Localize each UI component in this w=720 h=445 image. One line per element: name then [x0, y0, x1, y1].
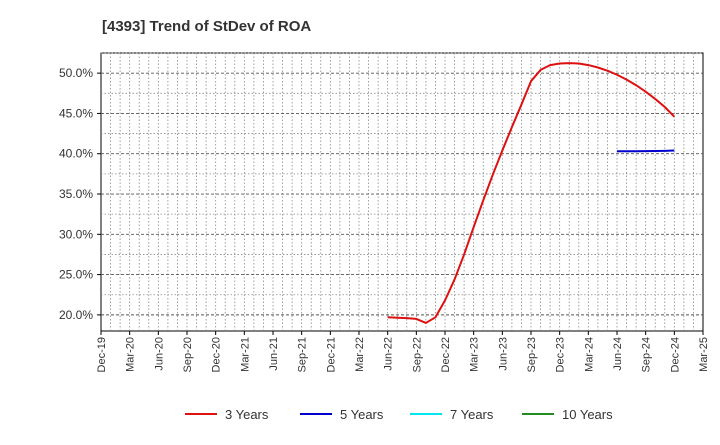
x-tick-label: Jun-22 [383, 337, 395, 371]
x-tick-label: Dec-19 [96, 337, 108, 372]
y-tick-label: 50.0% [59, 66, 93, 80]
plot-area [100, 52, 704, 332]
x-tick-label: Dec-21 [325, 337, 337, 372]
y-tick-label: 40.0% [59, 147, 93, 161]
legend-label-7-years: 7 Years [450, 407, 494, 422]
y-tick-label: 25.0% [59, 268, 93, 282]
series-lines [387, 62, 676, 324]
y-axis: 20.0% 25.0% 30.0% 35.0% 40.0% 45.0% 50.0% [59, 66, 101, 322]
y-tick-label: 35.0% [59, 187, 93, 201]
legend-label-5-years: 5 Years [340, 407, 384, 422]
x-tick-label: Mar-25 [698, 337, 710, 372]
grid [101, 52, 703, 331]
x-tick-label: Mar-22 [354, 337, 366, 372]
x-tick-label: Jun-24 [612, 337, 624, 371]
x-axis: Dec-19 Mar-20 Jun-20 Sep-20 Dec-20 Mar-21 Jun-… [96, 331, 710, 372]
series-line-3-years [387, 62, 676, 324]
x-tick-label: Dec-23 [555, 337, 567, 372]
x-tick-label: Dec-20 [211, 337, 223, 372]
x-tick-label: Jun-23 [497, 337, 509, 371]
y-tick-label: 45.0% [59, 106, 93, 120]
chart-title: [4393] Trend of StDev of ROA [102, 18, 311, 35]
y-tick-label: 30.0% [59, 227, 93, 241]
legend: 3 Years 5 Years 7 Years 10 Years [185, 407, 613, 422]
x-tick-label: Mar-20 [125, 337, 137, 372]
series-line-5-years [617, 149, 675, 153]
x-tick-label: Sep-21 [297, 337, 309, 372]
y-tick-label: 20.0% [59, 308, 93, 322]
x-tick-label: Sep-20 [182, 337, 194, 372]
x-tick-label: Sep-24 [641, 337, 653, 372]
x-tick-label: Sep-22 [411, 337, 423, 372]
x-tick-label: Sep-23 [526, 337, 538, 372]
x-tick-label: Mar-24 [583, 337, 595, 372]
x-tick-label: Mar-23 [469, 337, 481, 372]
x-tick-label: Mar-21 [239, 337, 251, 372]
x-tick-label: Dec-22 [440, 337, 452, 372]
x-tick-label: Jun-21 [268, 337, 280, 371]
x-tick-label: Jun-20 [153, 337, 165, 371]
legend-label-3-years: 3 Years [225, 407, 269, 422]
x-tick-label: Dec-24 [669, 337, 681, 372]
legend-label-10-years: 10 Years [562, 407, 613, 422]
